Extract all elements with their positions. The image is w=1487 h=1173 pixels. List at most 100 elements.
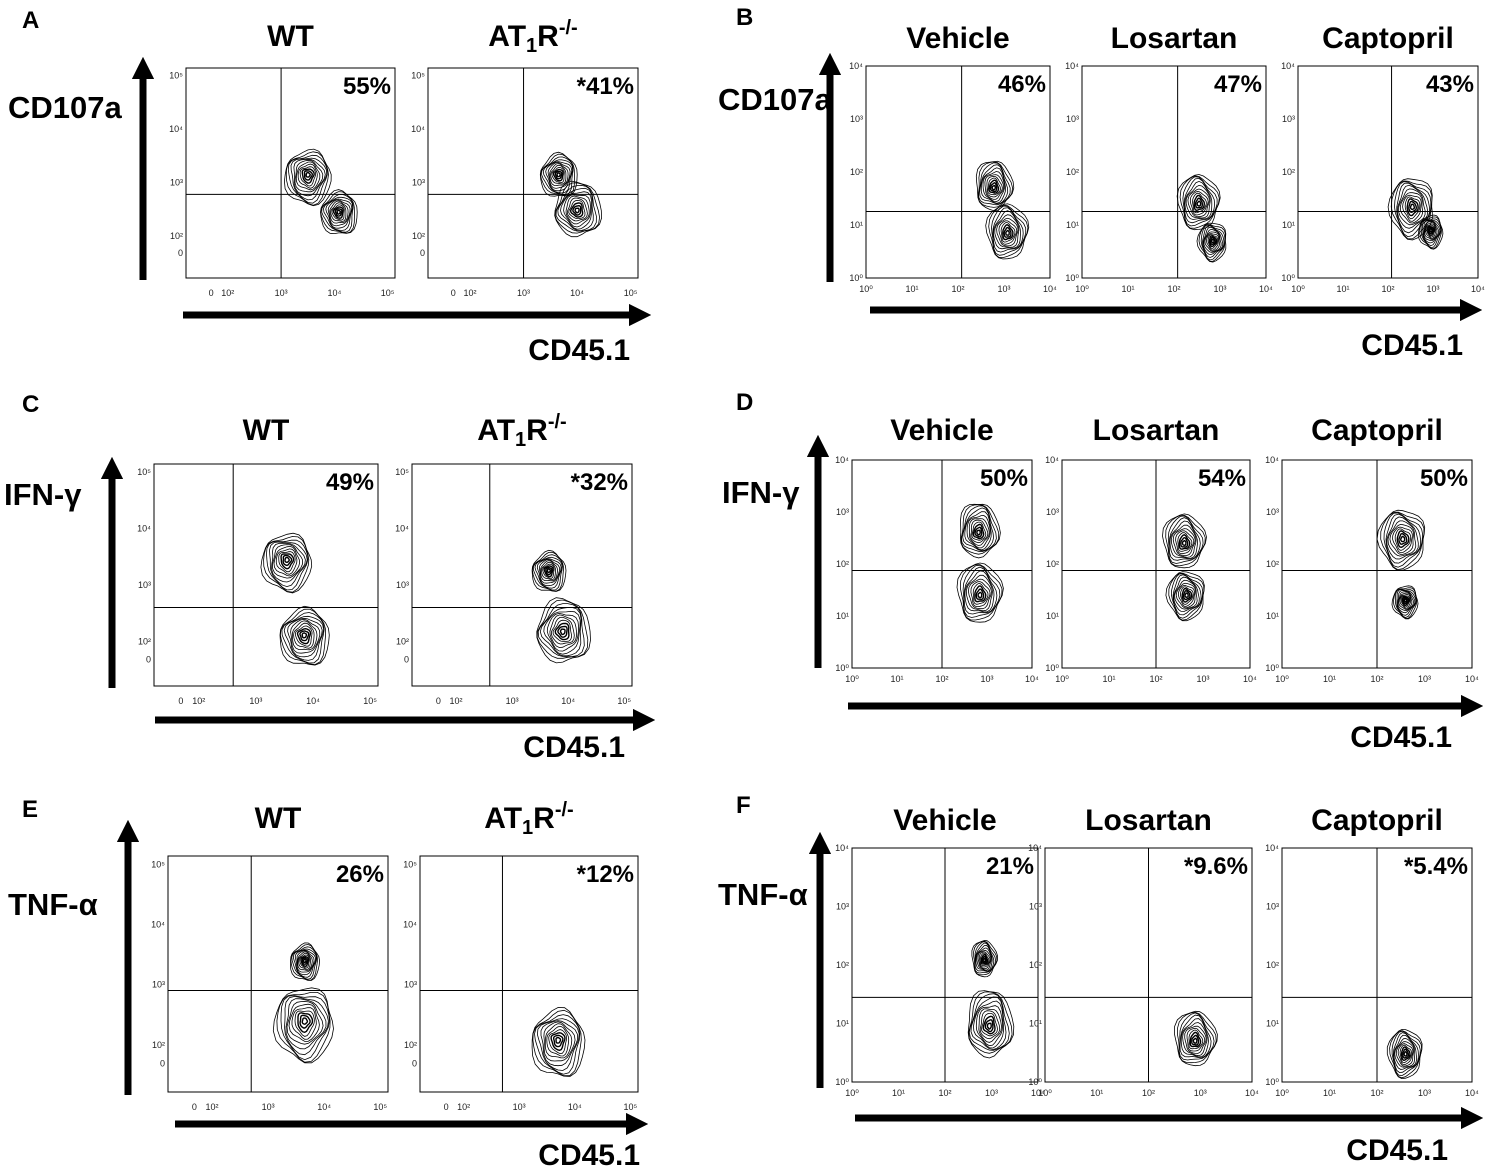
plot-frame [865, 65, 1051, 279]
contour-line [544, 1023, 573, 1059]
contour-line [1423, 220, 1441, 244]
panel-c: C IFN-γ CD45.1 WT 49% 0 0 10² 10² 10³ 10³ 10⁴ 10⁴ 10⁵… [4, 391, 656, 764]
x-axis-label: CD45.1 [1346, 1134, 1448, 1167]
contour-line [1182, 1022, 1208, 1057]
contour-line [534, 1014, 581, 1075]
contour-line [260, 532, 313, 594]
contour-line [555, 184, 597, 232]
x-tick-label: 10⁵ [381, 288, 395, 298]
contour-line [1173, 576, 1200, 612]
y-tick-label: 0 [146, 654, 151, 664]
condition-label: Captopril [1322, 22, 1454, 55]
y-tick-label: 10³ [152, 980, 165, 990]
condition-label: AT1R-/- [484, 799, 573, 839]
contour-line [1394, 528, 1412, 551]
contour-line [1422, 219, 1442, 247]
contour-line [1167, 515, 1204, 564]
contour-line [1002, 224, 1014, 241]
contour-line [968, 993, 1010, 1051]
contour-line [569, 202, 584, 218]
contour-line [546, 1025, 570, 1057]
contour-line [967, 578, 992, 610]
x-tick-label: 10⁵ [623, 1102, 637, 1112]
contour-line [550, 164, 567, 185]
contour-line [1177, 584, 1195, 607]
x-tick-label: 0 [209, 288, 214, 298]
y-tick-label: 10⁴ [1265, 455, 1279, 465]
contour-line [554, 180, 603, 238]
contour-line [280, 553, 295, 570]
contour-line [1206, 233, 1219, 251]
condition-label: WT [243, 414, 290, 447]
contour-line [996, 217, 1019, 247]
y-tick-label: 10⁴ [169, 124, 183, 134]
contour-line [1399, 535, 1406, 543]
contour-line [1184, 1025, 1207, 1054]
y-tick-label: 10² [1046, 559, 1059, 569]
contour-line [542, 159, 574, 194]
x-tick-label: 10³ [1196, 674, 1209, 684]
contour-line [536, 599, 589, 659]
contour-line [532, 554, 563, 591]
contour-line [1389, 524, 1415, 555]
contour-line [980, 953, 989, 965]
y-tick-label: 10³ [1266, 902, 1279, 912]
contour-line [1005, 229, 1010, 236]
contour-line [1177, 532, 1193, 552]
y-tick-label: 10⁰ [835, 663, 849, 673]
contour-line [1398, 188, 1426, 226]
contour-line [560, 191, 593, 230]
contour-line [323, 196, 354, 231]
contour-line [1398, 532, 1408, 545]
contour-line [291, 1007, 317, 1040]
y-axis-label: IFN-γ [4, 477, 82, 512]
contour-line [1424, 222, 1438, 240]
contour-line [1174, 1010, 1218, 1067]
contour-line [1182, 589, 1191, 601]
plot-at: AT1R-/-*41% 0 0 10² 10² 10³ 10³ 10⁴ 10⁴ 10⁵ 10⁵ [411, 17, 639, 298]
contour-line [1189, 1031, 1202, 1048]
contour-line [1423, 221, 1439, 242]
contour-line [1180, 586, 1194, 605]
contour-line [299, 630, 310, 642]
x-tick-label: 0 [436, 696, 441, 706]
contour-line [1181, 587, 1193, 603]
contour-line [963, 566, 998, 615]
x-axis-label: CD45.1 [1361, 329, 1463, 362]
contour-line [563, 194, 592, 228]
x-tick-label: 10⁰ [1055, 674, 1069, 684]
x-tick-label: 10³ [985, 1088, 998, 1098]
contour-line [263, 536, 310, 593]
y-tick-label: 10² [404, 1040, 417, 1050]
y-tick-label: 0 [178, 248, 183, 258]
x-tick-label: 10⁰ [845, 674, 859, 684]
contour-line [984, 1019, 994, 1033]
y-tick-label: 10⁴ [835, 843, 849, 853]
contour-line [551, 166, 565, 184]
contour-line [287, 154, 328, 204]
quadrant-percent: 43% [1426, 71, 1474, 98]
contour-line [984, 174, 1005, 200]
contour-line [1181, 540, 1187, 547]
quadrant-percent: 50% [1420, 465, 1468, 492]
contour-line [1399, 192, 1424, 224]
contour-line [320, 191, 355, 234]
contour-line [550, 1032, 566, 1052]
panel-d: DIFN-γCD45.1Vehicle50%10⁰10⁰10¹10¹10²10²… [722, 389, 1484, 754]
contour-line [329, 200, 349, 224]
contour-line [1193, 194, 1206, 212]
contour-line [970, 581, 991, 608]
x-tick-label: 10³ [517, 288, 530, 298]
contour-line [978, 1008, 1002, 1043]
plot-frame [1297, 65, 1479, 279]
contour-line [1392, 1032, 1419, 1074]
x-tick-label: 10² [192, 696, 205, 706]
contour-line [972, 583, 989, 605]
contour-line [545, 566, 553, 576]
x-tick-label: 10³ [980, 674, 993, 684]
x-tick-label: 10⁵ [363, 696, 377, 706]
contour-line [299, 954, 310, 969]
y-tick-label: 10³ [138, 580, 151, 590]
y-axis-label: TNF-α [8, 887, 98, 922]
